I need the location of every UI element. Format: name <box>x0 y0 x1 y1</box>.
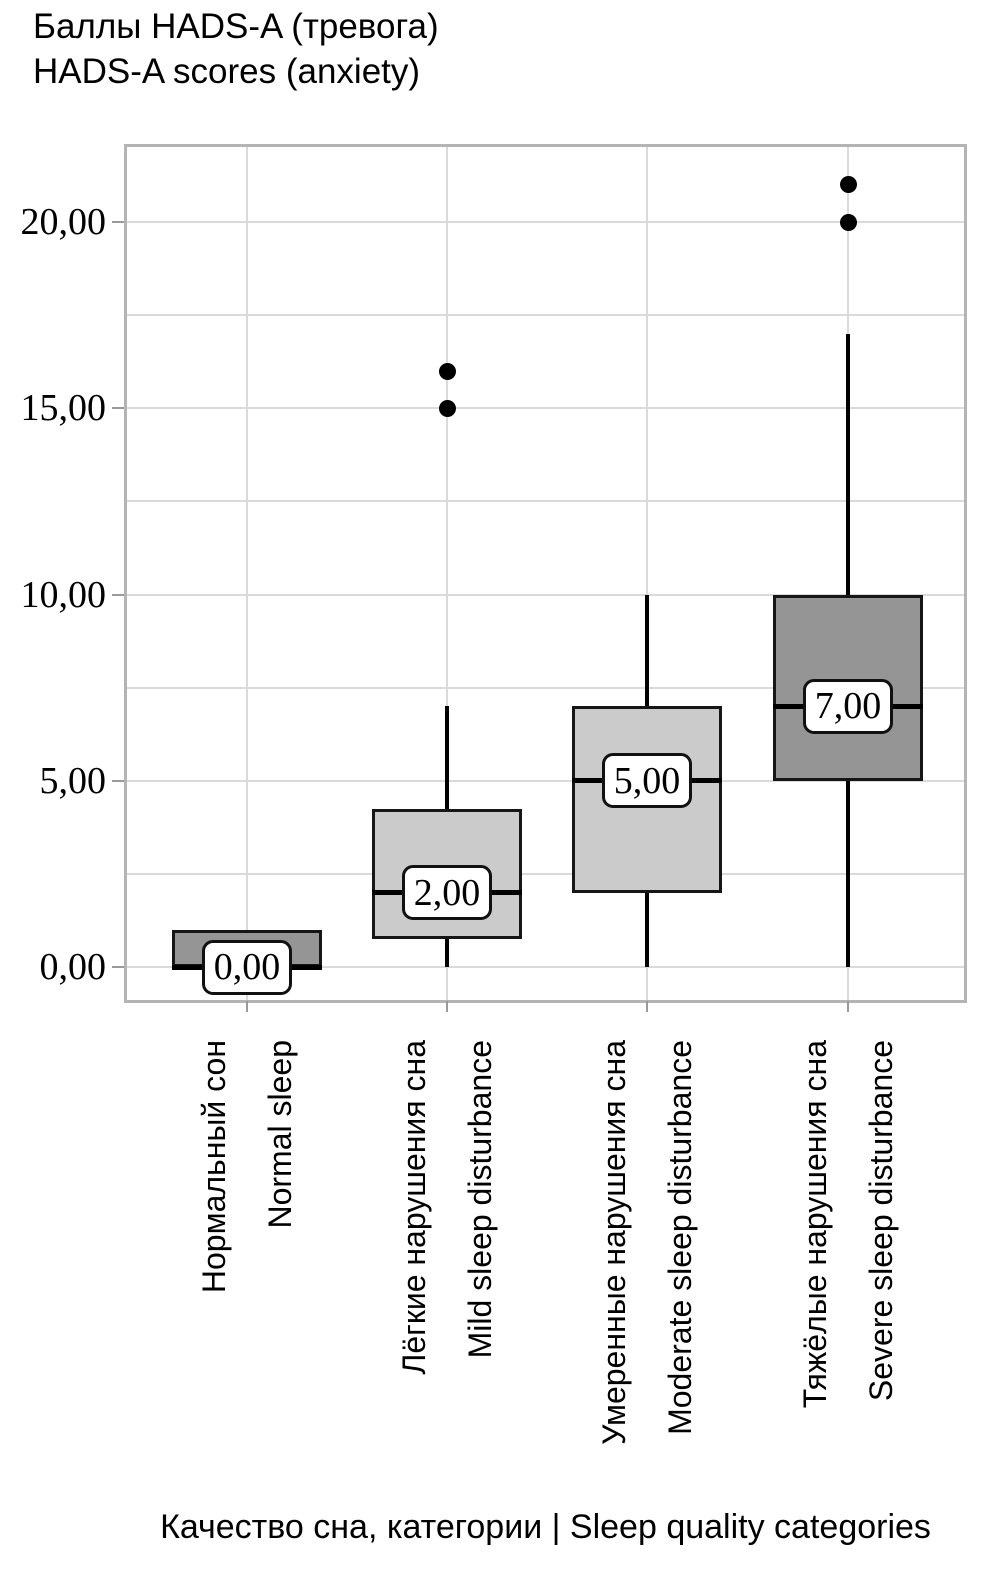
median-value-label: 0,00 <box>202 939 292 995</box>
median-value-label: 2,00 <box>402 865 492 920</box>
lower-whisker <box>445 939 449 967</box>
category-label: Умеренные нарушения сна Moderate sleep d… <box>596 1040 698 1445</box>
vertical-gridline <box>646 147 648 1000</box>
y-axis-tick <box>112 221 124 223</box>
y-tick-label: 5,00 <box>39 759 107 802</box>
horizontal-gridline <box>127 221 964 223</box>
outlier-dot <box>438 399 456 417</box>
chart-title-ru: Баллы HADS-A (тревога) <box>33 7 439 46</box>
x-axis-tick <box>246 1001 248 1012</box>
horizontal-gridline <box>127 314 964 317</box>
y-tick-label: 15,00 <box>20 387 107 430</box>
lower-whisker <box>645 892 649 967</box>
x-axis-tick <box>446 1001 448 1012</box>
upper-whisker <box>645 594 649 707</box>
outlier-dot <box>839 213 857 231</box>
upper-whisker <box>846 333 850 595</box>
chart-title: Баллы HADS-A (тревога) HADS-A scores (anx… <box>33 4 439 94</box>
horizontal-gridline <box>127 966 964 968</box>
category-label: Лёгкие нарушения сна Mild sleep disturba… <box>396 1040 498 1375</box>
horizontal-gridline <box>127 779 964 782</box>
median-value-label: 7,00 <box>803 678 893 734</box>
category-label: Нормальный сон Normal sleep <box>196 1040 298 1294</box>
x-axis-title: Качество сна, категории | Sleep quality … <box>160 1508 931 1546</box>
outlier-dot <box>438 362 456 380</box>
y-axis-tick <box>112 966 124 968</box>
vertical-gridline <box>446 147 448 1000</box>
x-axis-tick <box>847 1001 849 1012</box>
median-value-label: 5,00 <box>602 753 692 809</box>
horizontal-gridline <box>127 593 964 596</box>
lower-whisker <box>846 780 850 967</box>
horizontal-gridline <box>127 686 964 689</box>
x-axis-tick <box>646 1001 648 1012</box>
y-tick-label: 10,00 <box>20 573 107 616</box>
upper-whisker <box>445 706 449 809</box>
y-tick-label: 20,00 <box>20 201 107 243</box>
category-label: Тяжёлые нарушения сна Severe sleep distu… <box>797 1040 899 1409</box>
vertical-gridline <box>246 147 248 1000</box>
horizontal-gridline <box>127 407 964 410</box>
horizontal-gridline <box>127 872 964 875</box>
plot-area: 0,00 2,00 5,00 7,00 <box>124 144 967 1003</box>
chart-title-en: HADS-A scores (anxiety) <box>33 52 421 91</box>
horizontal-gridline <box>127 500 964 503</box>
outlier-dot <box>839 176 857 194</box>
y-tick-label: 0,00 <box>39 946 107 988</box>
y-axis-tick <box>112 779 124 782</box>
y-axis-tick <box>112 593 124 596</box>
y-axis-tick <box>112 407 124 410</box>
